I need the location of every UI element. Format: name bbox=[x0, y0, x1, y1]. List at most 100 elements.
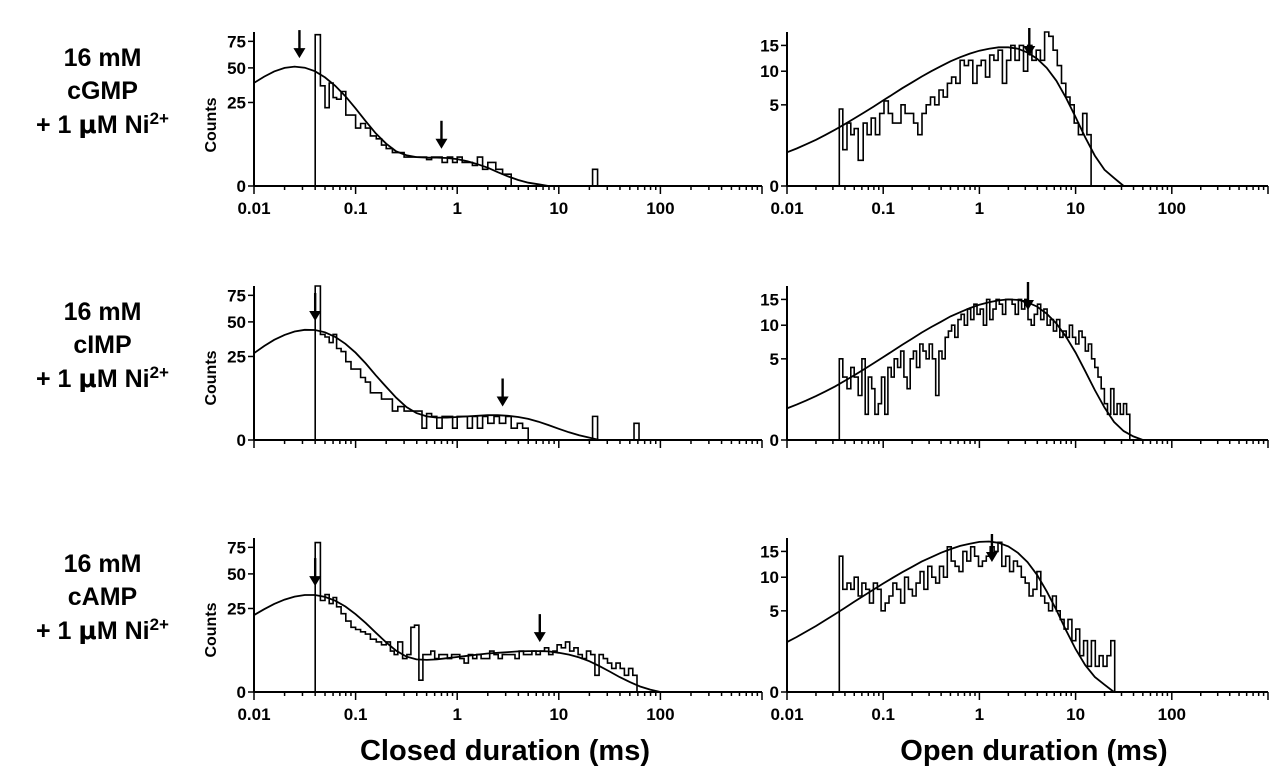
peak-arrow bbox=[309, 293, 322, 322]
mu-symbol: μ bbox=[78, 616, 97, 645]
y-tick-label: 75 bbox=[227, 32, 246, 51]
arrow-head bbox=[533, 632, 546, 643]
y-tick-label: 15 bbox=[760, 36, 779, 55]
histogram-outlier-bin bbox=[591, 415, 599, 440]
peak-arrow bbox=[309, 558, 322, 587]
x-tick-label: 100 bbox=[1158, 705, 1186, 724]
arrow-head bbox=[309, 576, 322, 587]
y-tick-label: 0 bbox=[237, 683, 246, 702]
nickel-charge: 2+ bbox=[149, 109, 169, 128]
ylabel-counts-row3: Counts bbox=[203, 602, 220, 657]
row-label-concentration: 16 mM bbox=[63, 298, 142, 326]
histogram-steps bbox=[314, 285, 529, 440]
arrow-head bbox=[985, 552, 998, 562]
nickel-prefix: + 1 bbox=[36, 617, 79, 645]
y-tick-label: 0 bbox=[770, 431, 779, 450]
nickel-charge: 2+ bbox=[149, 363, 169, 382]
peak-arrow bbox=[293, 30, 306, 59]
nickel-unit: M Ni bbox=[96, 365, 150, 393]
y-tick-label: 50 bbox=[227, 313, 246, 332]
x-tick-label: 10 bbox=[549, 705, 568, 724]
fit-curve bbox=[786, 540, 1115, 693]
row-label-nucleotide: cAMP bbox=[67, 583, 138, 611]
arrow-head bbox=[496, 396, 509, 407]
mu-symbol: μ bbox=[78, 110, 97, 139]
x-tick-label: 1 bbox=[452, 705, 461, 724]
x-tick-label: 0.01 bbox=[770, 199, 803, 218]
arrow-head bbox=[309, 311, 322, 322]
x-tick-label: 0.1 bbox=[344, 199, 368, 218]
histogram-steps bbox=[838, 541, 1116, 692]
panel-cAMP-open: 0.01 0.1 1 10 100 0 5 10 15 bbox=[760, 534, 1269, 724]
y-tick-label: 0 bbox=[770, 177, 779, 196]
xlabel-open: Open duration (ms) bbox=[900, 735, 1167, 767]
histogram-steps bbox=[838, 31, 1092, 186]
y-tick-label: 15 bbox=[760, 542, 779, 561]
y-tick-label: 10 bbox=[760, 568, 779, 587]
nickel-prefix: + 1 bbox=[36, 111, 79, 139]
fit-curve bbox=[786, 46, 1125, 187]
peak-arrow bbox=[435, 120, 448, 149]
row-label-concentration: 16 mM bbox=[63, 550, 142, 578]
y-tick-label: 0 bbox=[237, 177, 246, 196]
x-tick-label: 100 bbox=[1158, 199, 1186, 218]
xlabel-closed: Closed duration (ms) bbox=[360, 735, 650, 767]
ylabel-counts-row2: Counts bbox=[203, 350, 220, 405]
histogram-steps bbox=[314, 541, 638, 692]
y-tick-label: 0 bbox=[237, 431, 246, 450]
x-tick-label: 0.1 bbox=[871, 705, 895, 724]
mu-symbol: μ bbox=[78, 364, 97, 393]
histogram-outlier-bin bbox=[633, 422, 640, 440]
peak-arrow bbox=[985, 534, 998, 562]
arrow-head bbox=[1021, 300, 1034, 310]
panel-cGMP-closed: 0.01 0.1 1 10 100 0 25 50 75 bbox=[227, 30, 763, 218]
nickel-charge: 2+ bbox=[149, 615, 169, 634]
fit-curve bbox=[253, 594, 661, 693]
y-tick-label: 5 bbox=[770, 350, 779, 369]
y-tick-label: 50 bbox=[227, 59, 246, 78]
peak-arrow bbox=[496, 378, 509, 407]
panel-cIMP-closed: 0 25 50 75 bbox=[227, 285, 763, 450]
arrow-head bbox=[435, 138, 448, 149]
peak-arrow bbox=[533, 614, 546, 643]
x-tick-label: 1 bbox=[975, 705, 984, 724]
fit-curve bbox=[253, 328, 600, 441]
x-tick-label: 1 bbox=[975, 199, 984, 218]
y-tick-label: 5 bbox=[770, 96, 779, 115]
nickel-unit: M Ni bbox=[96, 617, 150, 645]
row-label-nucleotide: cGMP bbox=[67, 77, 138, 105]
nickel-prefix: + 1 bbox=[36, 365, 79, 393]
row-label-nucleotide: cIMP bbox=[73, 331, 132, 359]
ylabel-counts-row1: Counts bbox=[203, 97, 220, 152]
x-tick-label: 1 bbox=[452, 199, 461, 218]
row-label-nickel: + 1 μM Ni2+ bbox=[0, 108, 205, 142]
row-label-cimp: 16 mM cIMP + 1 μM Ni2+ bbox=[0, 296, 205, 396]
x-tick-label: 10 bbox=[1066, 199, 1085, 218]
peak-arrow bbox=[1021, 282, 1034, 310]
x-tick-label: 0.01 bbox=[237, 199, 270, 218]
x-tick-label: 10 bbox=[1066, 705, 1085, 724]
x-tick-label: 10 bbox=[549, 199, 568, 218]
row-label-concentration: 16 mM bbox=[63, 44, 142, 72]
y-tick-label: 0 bbox=[770, 683, 779, 702]
histogram-steps bbox=[838, 298, 1131, 440]
x-tick-label: 100 bbox=[646, 199, 674, 218]
histogram-steps bbox=[314, 33, 512, 186]
panel-cAMP-closed: 0.01 0.1 1 10 100 0 25 50 75 bbox=[227, 538, 763, 724]
y-tick-label: 15 bbox=[760, 290, 779, 309]
histogram-outlier-bin bbox=[591, 168, 599, 186]
x-tick-label: 0.01 bbox=[237, 705, 270, 724]
y-tick-label: 10 bbox=[760, 62, 779, 81]
x-tick-label: 100 bbox=[646, 705, 674, 724]
y-tick-label: 50 bbox=[227, 565, 246, 584]
panel-cGMP-open: 0.01 0.1 1 10 100 0 5 10 15 bbox=[760, 28, 1269, 218]
y-tick-label: 25 bbox=[227, 347, 246, 366]
panel-cIMP-open: 0 5 10 15 bbox=[760, 282, 1269, 450]
y-tick-label: 25 bbox=[227, 93, 246, 112]
row-label-camp: 16 mM cAMP + 1 μM Ni2+ bbox=[0, 548, 205, 648]
y-tick-label: 75 bbox=[227, 538, 246, 557]
y-tick-label: 5 bbox=[770, 602, 779, 621]
x-tick-label: 0.01 bbox=[770, 705, 803, 724]
